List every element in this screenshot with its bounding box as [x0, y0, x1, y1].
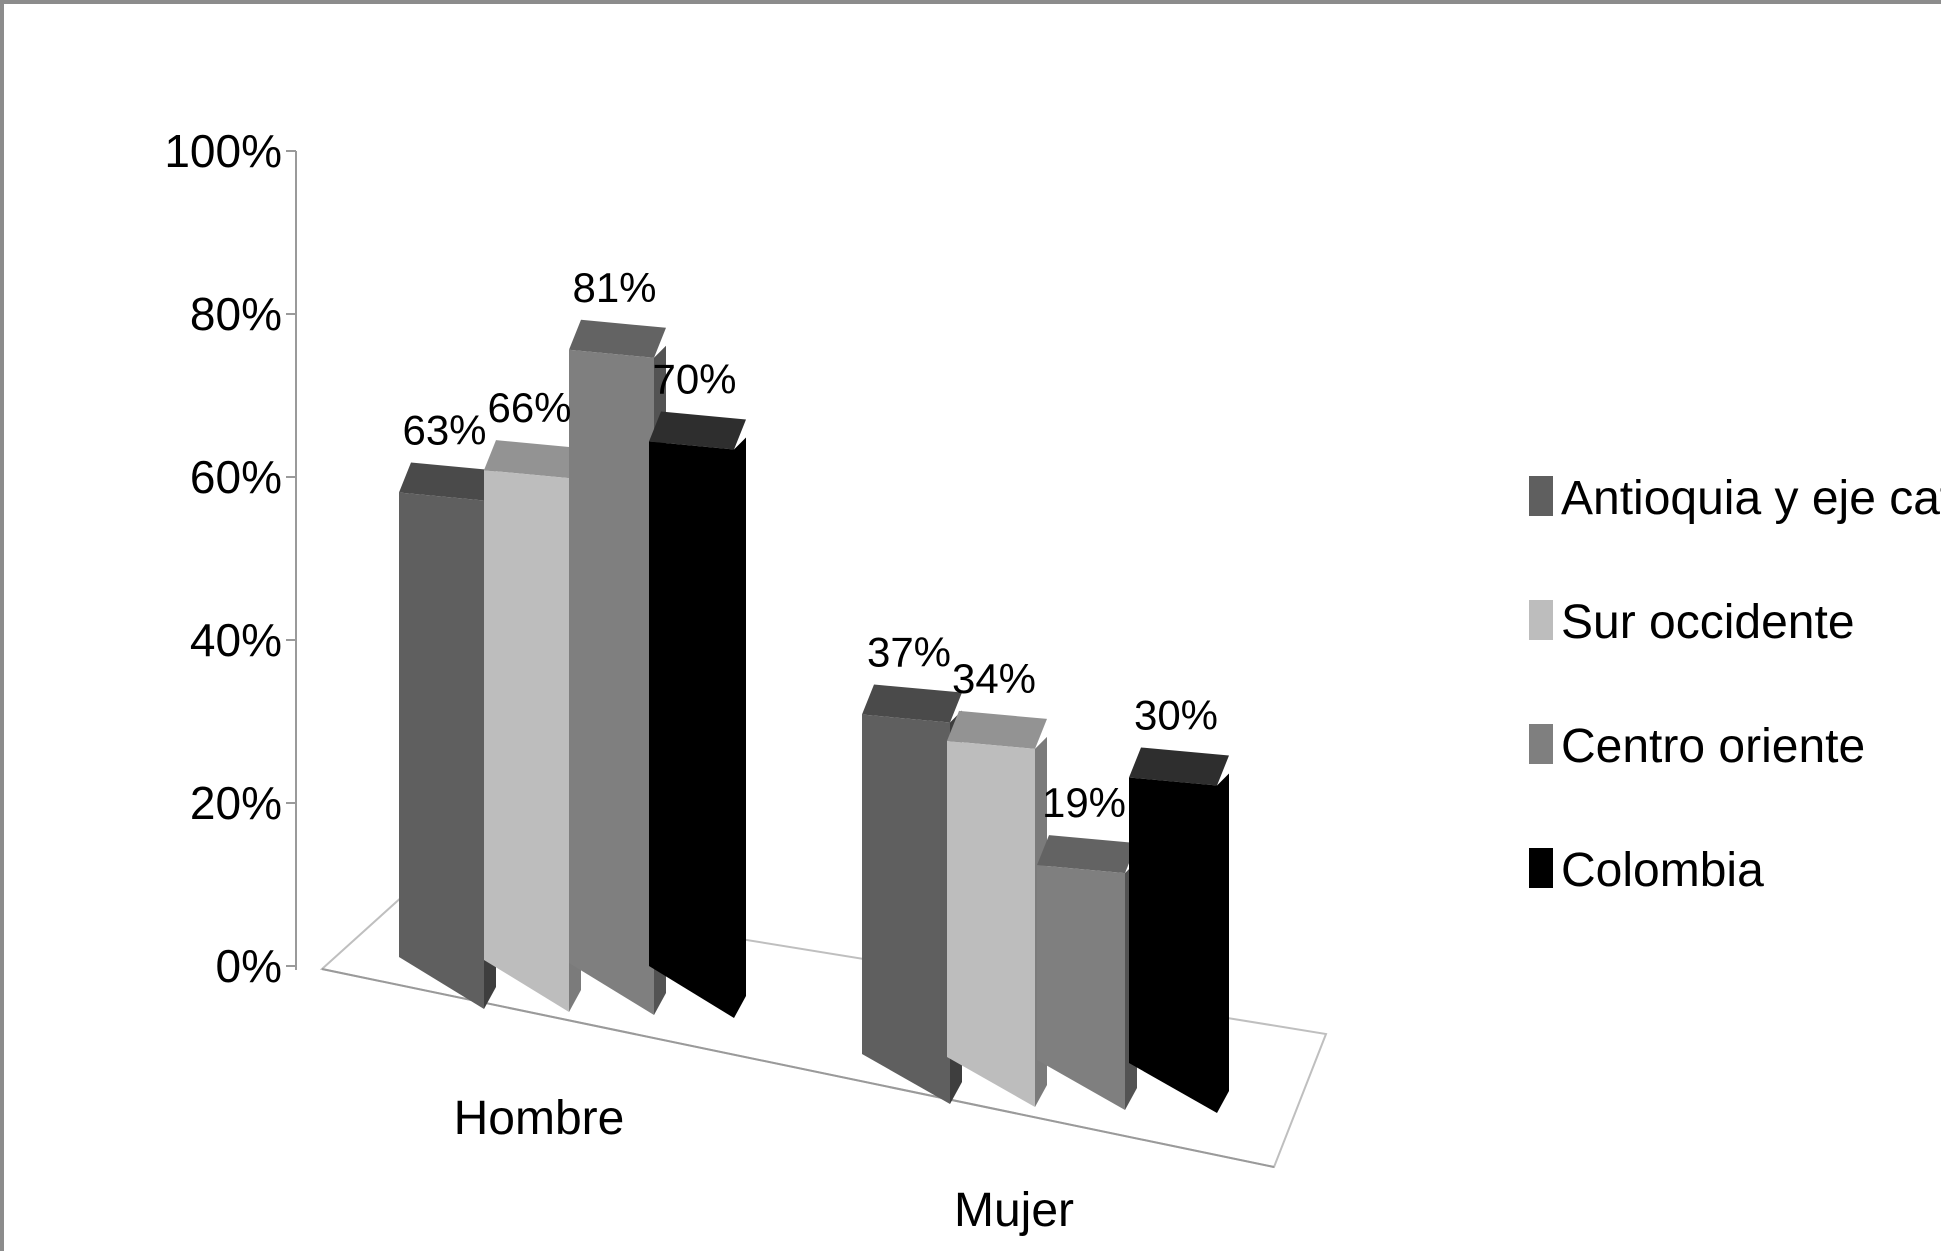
y-tick-label: 60% — [190, 451, 282, 503]
labels-layer: 63% 66% 81% 70% Hombre 37%34% 19%30% Mujer — [402, 264, 1218, 1237]
bar-hombre-series-4 — [649, 441, 734, 1018]
bar-mujer-series-2 — [947, 740, 1035, 1107]
bar-top — [484, 440, 581, 479]
bar-mujer-series-4 — [1129, 777, 1217, 1113]
bar-side — [734, 437, 746, 1018]
bar-top — [1037, 835, 1137, 874]
bar-top — [947, 710, 1047, 749]
data-label: 37% — [867, 628, 951, 675]
y-tick-label: 40% — [190, 614, 282, 666]
bar-hombre-series-3 — [569, 349, 654, 1015]
legend-swatch — [1529, 724, 1553, 764]
data-label: 70% — [652, 356, 736, 403]
bar-hombre-series-2 — [484, 470, 569, 1013]
bar-top — [569, 319, 666, 358]
data-label: 19% — [1042, 779, 1126, 826]
bar-mujer-series-3 — [1037, 865, 1125, 1110]
data-label: 63% — [402, 407, 486, 454]
bar-chart: 0% 20% 40% 60% 80% 100% 63% 66% 81% 70% Hombre 37%… — [164, 125, 1941, 1237]
legend-label: Sur occidente — [1561, 596, 1855, 649]
axis-layer: 0% 20% 40% 60% 80% 100% — [164, 125, 1328, 1169]
y-tick-label: 100% — [164, 125, 282, 177]
bar-top — [399, 462, 496, 501]
category-label: Hombre — [454, 1092, 625, 1145]
bar-top — [862, 684, 962, 723]
legend-swatch — [1529, 848, 1553, 888]
category-label: Mujer — [954, 1184, 1074, 1237]
bar-top — [1129, 747, 1229, 786]
legend-label: Colombia — [1561, 844, 1764, 897]
y-tick-label: 0% — [216, 940, 282, 992]
legend-swatch — [1529, 476, 1553, 516]
data-label: 81% — [572, 264, 656, 311]
bars-layer — [399, 319, 1229, 1113]
legend: Antioquia y eje cafete Sur occidente Centr… — [1529, 472, 1941, 897]
legend-label: Antioquia y eje cafete — [1561, 472, 1941, 525]
y-tick-label: 80% — [190, 288, 282, 340]
y-tick-label: 20% — [190, 777, 282, 829]
bar-hombre-series-1 — [399, 492, 484, 1009]
data-label: 66% — [487, 384, 571, 431]
legend-swatch — [1529, 600, 1553, 640]
legend-label: Centro oriente — [1561, 720, 1865, 773]
data-label: 30% — [1134, 692, 1218, 739]
bar-mujer-series-1 — [862, 714, 950, 1104]
bar-top — [649, 411, 746, 450]
data-label: 34% — [952, 655, 1036, 702]
bar-side — [1217, 773, 1229, 1113]
